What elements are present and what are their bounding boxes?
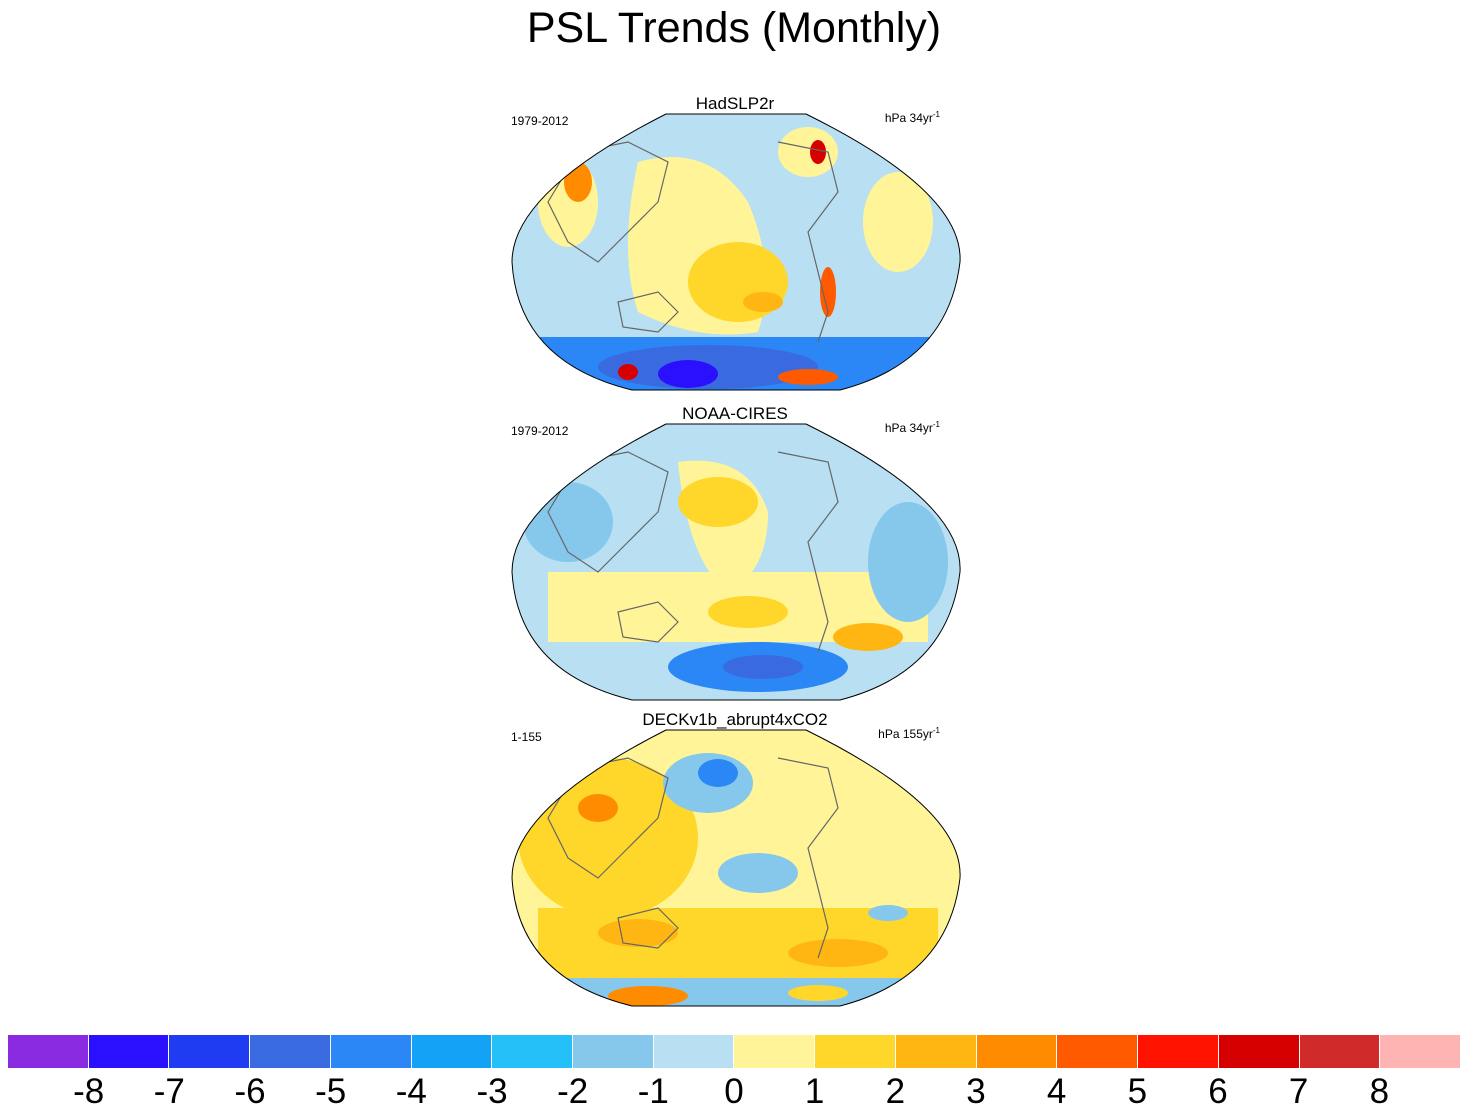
- colorbar-tick-label: 4: [1046, 1072, 1067, 1111]
- colorbar-tick-label: -2: [557, 1072, 589, 1111]
- contour-region: [743, 292, 783, 312]
- contour-region: [723, 655, 803, 679]
- coastline: [617, 291, 679, 333]
- contour-region: [608, 986, 688, 1006]
- contour-region: [868, 905, 908, 921]
- colorbar-cell: [1138, 1035, 1219, 1068]
- colorbar-cell: [815, 1035, 896, 1068]
- contour-region: [578, 794, 618, 822]
- contour-region: [868, 502, 948, 622]
- colorbar-cell: [1299, 1035, 1381, 1068]
- contour-region: [833, 623, 903, 651]
- panel-noaa-cires: NOAA-CIRES 1979-2012 hPa 34yr-1: [500, 404, 970, 704]
- panel-units: hPa 34yr-1: [884, 420, 940, 435]
- colorbar-cell: [88, 1035, 170, 1068]
- colorbar-cell: [330, 1035, 412, 1068]
- panel-hadslp2r: HadSLP2r 1979-2012 hPa 34yr-1: [500, 94, 970, 394]
- coastline: [547, 757, 669, 879]
- trend-map: [511, 729, 961, 1007]
- colorbar-tick-label: -5: [315, 1072, 347, 1111]
- coastline: [547, 141, 669, 263]
- colorbar-tick-label: -3: [476, 1072, 508, 1111]
- contour-region: [778, 127, 838, 177]
- colorbar-tick-label: 2: [885, 1072, 906, 1111]
- colorbar-tick-label: -8: [73, 1072, 105, 1111]
- colorbar-cell: [1218, 1035, 1300, 1068]
- colorbar-cell: [8, 1035, 89, 1068]
- contour-region: [863, 172, 933, 272]
- figure-title: PSL Trends (Monthly): [526, 4, 942, 52]
- map-outline: [511, 729, 961, 1007]
- colorbar-cell: [573, 1035, 654, 1068]
- colorbar-cell: [734, 1035, 816, 1068]
- panel-units: hPa 34yr-1: [884, 110, 940, 125]
- colorbar-cell: [169, 1035, 251, 1068]
- coastline: [777, 451, 839, 653]
- colorbar-tick-label: -1: [637, 1072, 669, 1111]
- contour-region: [708, 596, 788, 628]
- contour-region: [810, 140, 826, 164]
- contour-region: [598, 919, 678, 947]
- colorbar-tick-label: 5: [1127, 1072, 1148, 1111]
- colorbar-tick-label: -7: [153, 1072, 185, 1111]
- colorbar-tick-label: -4: [395, 1072, 427, 1111]
- contour-region: [618, 364, 638, 380]
- map-outline: [511, 423, 961, 701]
- contour-region: [518, 758, 698, 918]
- colorbar-tick-label: 7: [1288, 1072, 1309, 1111]
- contour-region: [564, 162, 592, 202]
- colorbar-ticks: -8 -7 -6 -5 -4 -3 -2 -1 0 1 2 3 4 5 6 7 8: [0, 1070, 1468, 1116]
- colorbar: [8, 1035, 1460, 1068]
- colorbar-cell: [895, 1035, 977, 1068]
- colorbar-cell: [250, 1035, 331, 1068]
- contour-region: [788, 985, 848, 1001]
- panel-period: 1979-2012: [511, 114, 569, 128]
- panel-period: 1979-2012: [511, 424, 569, 438]
- coastline: [777, 141, 839, 343]
- contour-region: [698, 759, 738, 787]
- colorbar-cell: [492, 1035, 574, 1068]
- contour-region: [778, 369, 838, 385]
- panel-units: hPa 155yr-1: [878, 726, 940, 741]
- panel-title: HadSLP2r: [695, 94, 775, 113]
- colorbar-tick-label: 3: [966, 1072, 986, 1111]
- contour-region: [658, 360, 718, 388]
- panel-title: DECKv1b_abrupt4xCO2: [642, 710, 828, 729]
- colorbar-cell: [1380, 1035, 1460, 1068]
- coastline: [617, 907, 679, 949]
- contour-region: [678, 477, 758, 527]
- colorbar-tick-label: 6: [1208, 1072, 1228, 1111]
- colorbar-tick-label: -6: [234, 1072, 266, 1111]
- contour-region: [820, 267, 836, 317]
- coastline: [617, 601, 679, 643]
- trend-map: [511, 423, 961, 701]
- colorbar-tick-label: 8: [1369, 1072, 1390, 1111]
- colorbar-cell: [411, 1035, 493, 1068]
- contour-region: [523, 482, 613, 562]
- trend-map: [511, 113, 961, 391]
- coastline: [547, 451, 669, 573]
- contour-region: [788, 939, 888, 967]
- colorbar-cell: [1057, 1035, 1139, 1068]
- colorbar-cell: [976, 1035, 1058, 1068]
- colorbar-cell: [653, 1035, 735, 1068]
- panel-title: NOAA-CIRES: [682, 404, 788, 423]
- colorbar-tick-label: 0: [724, 1072, 744, 1111]
- colorbar-tick-label: 1: [804, 1072, 825, 1111]
- panel-deckv1b-abrupt4xco2: DECKv1b_abrupt4xCO2 1-155 hPa 155yr-1: [500, 710, 970, 1010]
- contour-region: [718, 853, 798, 893]
- panel-period: 1-155: [511, 730, 542, 744]
- map-outline: [511, 113, 961, 391]
- coastline: [777, 757, 839, 959]
